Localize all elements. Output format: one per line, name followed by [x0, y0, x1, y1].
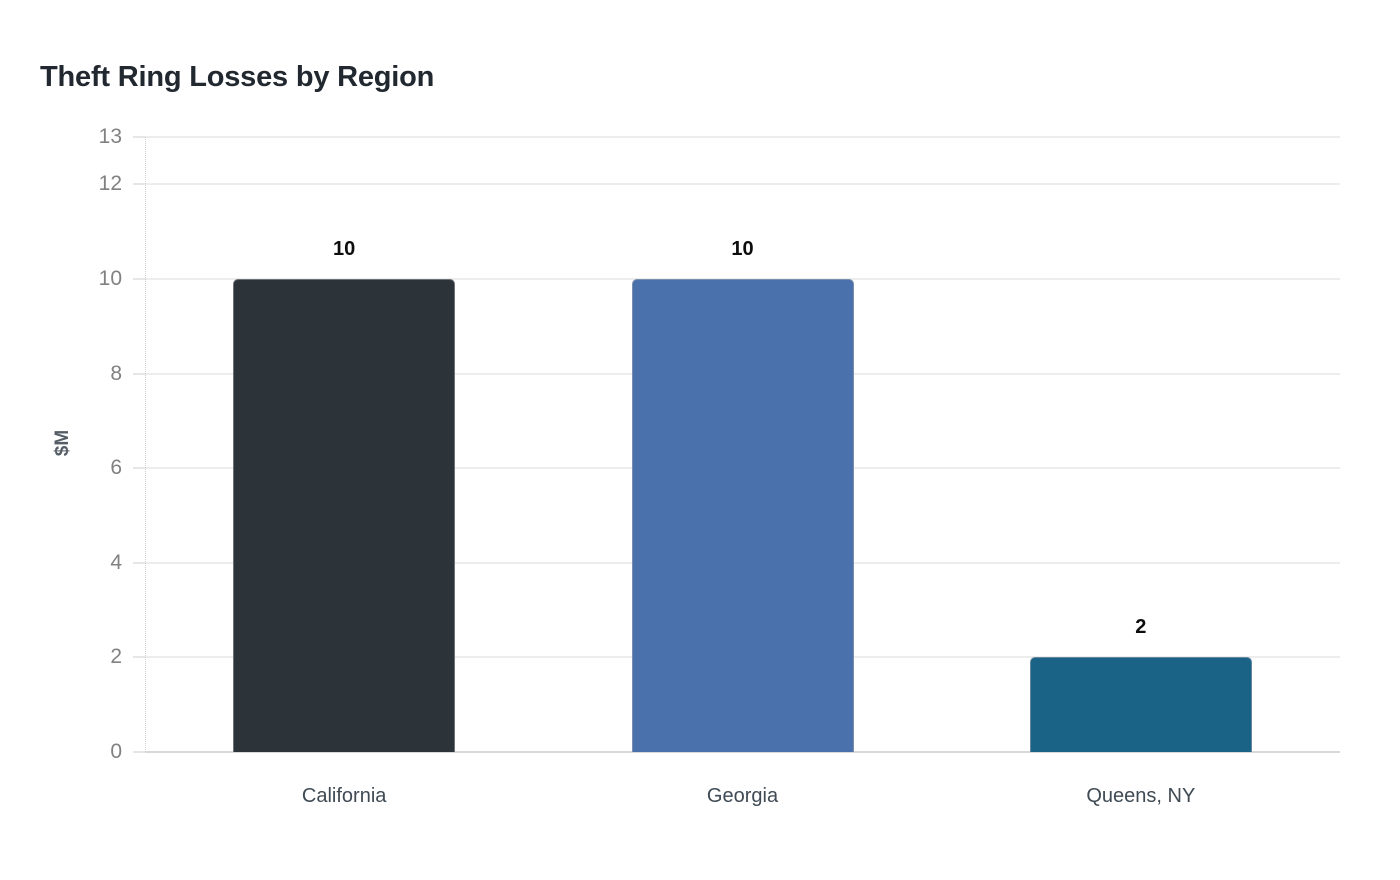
y-tick-mark	[133, 136, 145, 138]
y-axis-line	[145, 137, 146, 752]
y-tick-label: 10	[98, 266, 122, 290]
y-tick-mark	[133, 183, 145, 186]
chart-title: Theft Ring Losses by Region	[40, 61, 435, 93]
y-tick-mark	[133, 277, 145, 280]
y-tick-mark	[133, 751, 145, 753]
y-tick-label: 4	[110, 550, 122, 574]
x-axis-label: California	[301, 785, 387, 807]
y-tick-label: 8	[110, 361, 122, 385]
gridline	[145, 183, 1340, 186]
bar-value-label: 2	[1135, 616, 1147, 639]
y-tick-mark	[133, 372, 145, 375]
bar-california	[233, 278, 456, 752]
bar-value-label: 10	[333, 237, 356, 260]
bar-georgia	[631, 278, 854, 752]
y-tick-mark	[133, 467, 145, 470]
gridline	[145, 136, 1340, 138]
bar-value-label: 10	[731, 237, 754, 260]
y-tick-label: 6	[110, 456, 122, 480]
x-axis-label: Georgia	[706, 785, 779, 807]
zero-baseline	[145, 751, 1340, 753]
y-tick-mark	[133, 561, 145, 564]
y-tick-label: 13	[98, 125, 122, 148]
y-tick-label: 12	[98, 172, 122, 196]
y-tick-mark	[133, 656, 145, 659]
y-tick-label: 2	[110, 645, 122, 669]
bar-queens-ny	[1029, 657, 1252, 752]
x-axis-label: Queens, NY	[1086, 785, 1196, 807]
y-tick-label: 0	[110, 740, 122, 763]
